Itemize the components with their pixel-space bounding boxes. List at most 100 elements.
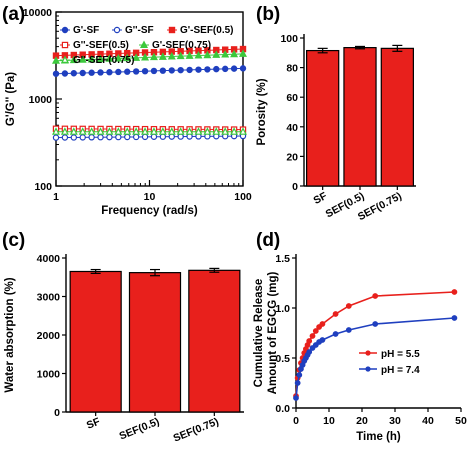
y-axis-title-c: Water absorption (%) — [4, 277, 16, 392]
data-point — [70, 70, 78, 77]
data-point — [312, 328, 319, 334]
data-point — [194, 51, 203, 59]
legend-item: G'-SEF(0.5) — [167, 25, 234, 36]
data-point — [115, 68, 122, 76]
data-point — [238, 49, 248, 57]
x-tick-label: SEF(0.5) — [118, 416, 161, 443]
x-tick-label: 20 — [356, 415, 368, 427]
data-point — [115, 133, 122, 141]
series-ph-7-4 — [293, 315, 458, 401]
data-point — [52, 70, 60, 77]
data-point — [97, 134, 104, 141]
data-point — [212, 127, 221, 135]
data-point — [79, 134, 86, 141]
legend-marker — [365, 366, 371, 372]
legend-marker — [113, 26, 121, 34]
x-tick-label: SEF(0.75) — [172, 416, 221, 445]
legend-item: G'-SEF(0.75) — [139, 40, 211, 51]
chart-c-water-absorption: 0 1000 2000 3000 4000 SF SEF(0.5) SEF(0.75) Wate… — [4, 253, 244, 445]
panel-label-c: (c) — [2, 230, 25, 251]
legend-label: G''-SEF(0.5) — [73, 40, 129, 51]
legend-label: G''-SEF(0.75) — [73, 55, 134, 66]
x-tick-label: 50 — [455, 415, 467, 427]
series-g-sf — [52, 65, 247, 77]
data-point — [309, 333, 316, 339]
data-point — [159, 133, 167, 140]
data-point — [239, 65, 247, 72]
data-point — [186, 66, 193, 74]
bar — [380, 47, 414, 187]
legend-marker — [139, 40, 149, 49]
data-point — [194, 127, 203, 135]
data-point — [332, 311, 339, 317]
panel-label-b: (b) — [256, 4, 280, 25]
y-tick-label: 1000 — [29, 94, 53, 106]
data-point — [221, 50, 230, 58]
y-tick-label: 10000 — [23, 7, 52, 19]
data-point — [319, 337, 326, 343]
data-point — [132, 133, 140, 141]
x-tick-label: 10 — [323, 415, 335, 427]
x-tick-label: 40 — [422, 415, 434, 427]
data-point — [124, 68, 131, 75]
y-tick-label: 20 — [286, 151, 298, 163]
series-line — [55, 53, 244, 62]
data-point — [141, 53, 150, 61]
legend-label: G'-SEF(0.75) — [152, 40, 211, 51]
bar — [306, 49, 340, 187]
data-point — [158, 127, 167, 135]
data-point — [204, 66, 211, 73]
y-axis-title-d-line1: Cumulative Release — [253, 279, 265, 388]
x-tick-label: 10 — [144, 191, 156, 203]
y-tick-label: 0.0 — [275, 403, 290, 415]
data-point — [149, 52, 158, 61]
legend-item: G''-SEF(0.5) — [60, 40, 129, 51]
data-point — [78, 55, 87, 63]
plot-frame-a — [55, 11, 244, 187]
legend-item: G''-SF — [112, 25, 154, 36]
data-point — [185, 127, 194, 135]
data-point — [123, 53, 132, 62]
legend-label: G'-SF — [73, 25, 99, 36]
x-tick-label: 1 — [53, 191, 59, 203]
chart-b-porosity: 020406080100SFSEF(0.5)SEF(0.75)Porosity … — [256, 33, 416, 223]
y-tick-label: 80 — [286, 63, 298, 75]
data-point — [150, 133, 158, 140]
x-tick-label: 30 — [389, 415, 401, 427]
series-line — [295, 317, 455, 399]
data-point — [177, 66, 184, 74]
data-point — [221, 127, 230, 135]
data-point — [158, 52, 167, 60]
legend-marker — [60, 55, 70, 64]
data-point — [213, 65, 220, 73]
data-point — [293, 395, 299, 401]
data-point — [319, 321, 326, 327]
data-point — [149, 127, 158, 135]
y-tick-label: 2000 — [37, 330, 61, 342]
data-point — [167, 52, 176, 60]
legend-label: G''-SF — [125, 25, 154, 36]
data-point — [150, 67, 158, 75]
data-point — [88, 69, 95, 76]
y-tick-label: 0.5 — [275, 353, 290, 365]
chart-d-release: 0.0 0.5 1.0 1.5 0 10 20 30 40 50 Time (h) Cumulativ… — [253, 253, 467, 443]
data-point — [60, 127, 69, 135]
data-point — [79, 69, 86, 77]
data-point — [294, 380, 301, 386]
legend-label: pH = 5.5 — [381, 349, 420, 360]
data-point — [96, 127, 105, 135]
data-point — [230, 49, 239, 58]
y-tick-label: 1000 — [37, 369, 61, 381]
data-point — [106, 69, 113, 76]
y-tick-label: 4000 — [37, 253, 61, 265]
data-point — [141, 67, 149, 75]
bar — [69, 270, 122, 413]
data-point — [69, 127, 78, 135]
x-axis-title-a: Frequency (rad/s) — [101, 205, 198, 217]
data-point — [141, 127, 150, 135]
y-axis-title-a: G'/G'' (Pa) — [5, 72, 17, 126]
data-point — [78, 127, 87, 135]
data-point — [132, 127, 141, 135]
legend-label: G'-SEF(0.5) — [180, 25, 234, 36]
x-tick-label: 0 — [293, 415, 299, 427]
